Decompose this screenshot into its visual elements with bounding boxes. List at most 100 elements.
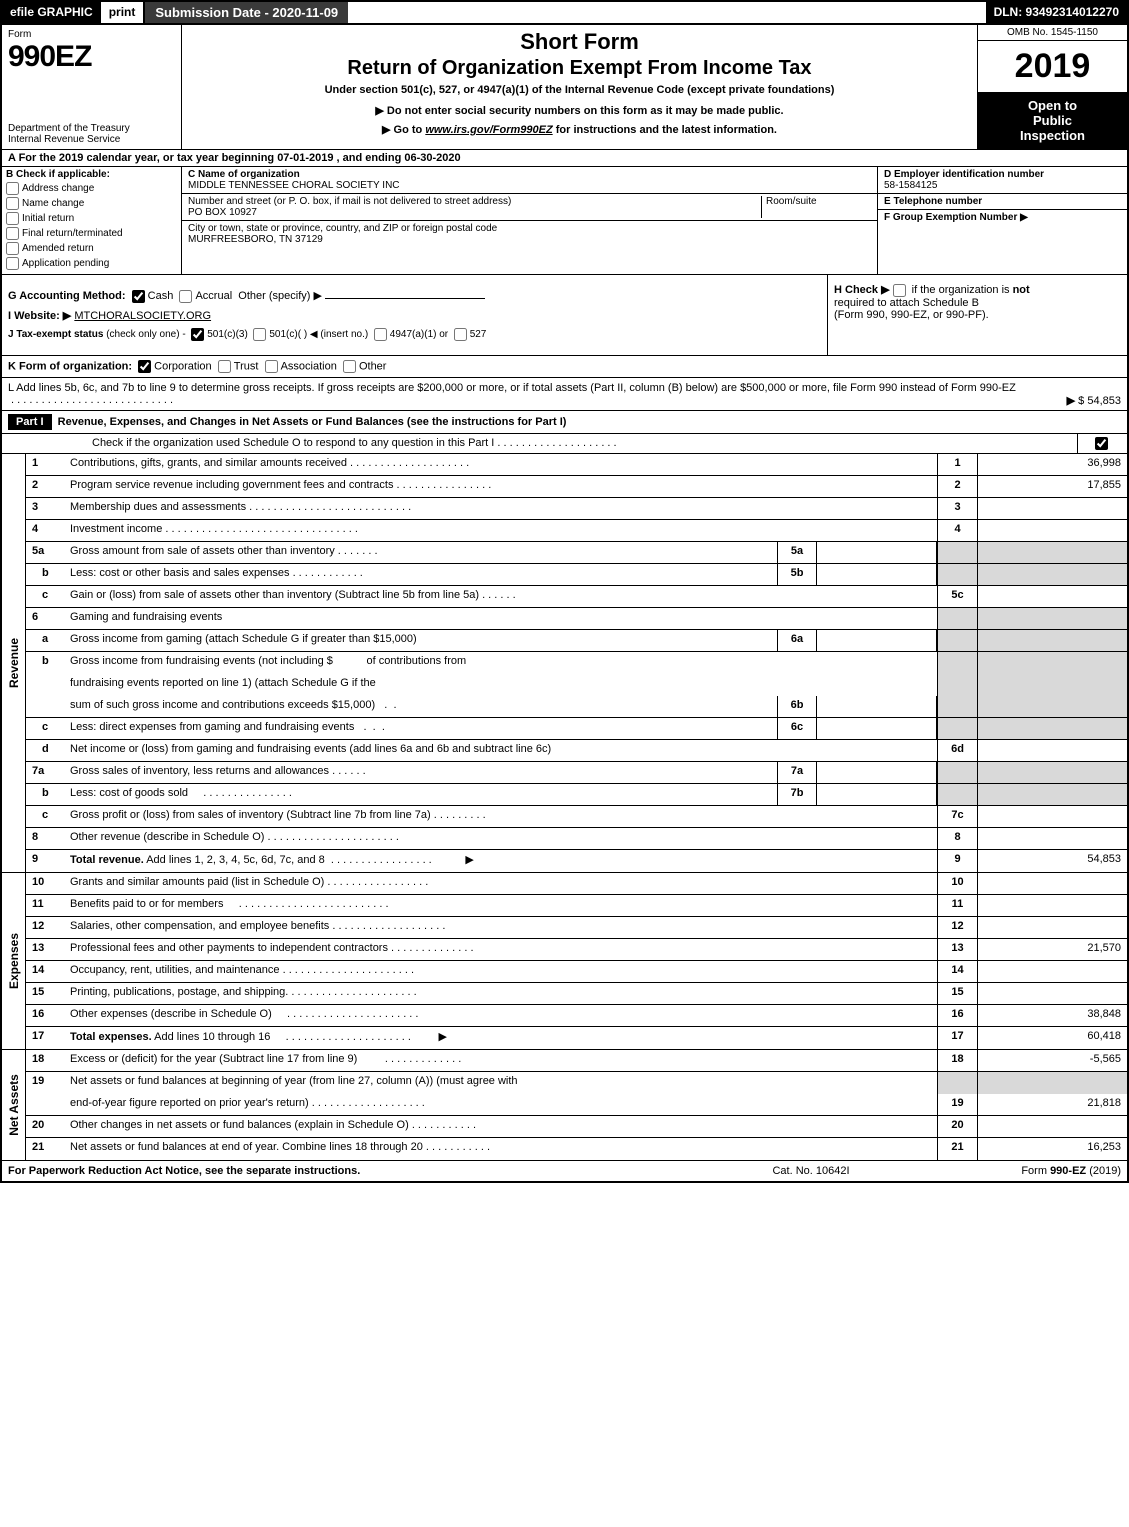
form-header: Form 990EZ Department of the Treasury In… [2, 25, 1127, 150]
r5a-ln-shade [937, 542, 977, 563]
j-527: 527 [470, 329, 487, 340]
h-txt1: if the organization is [912, 284, 1013, 296]
row-19-1: 19 Net assets or fund balances at beginn… [26, 1072, 1127, 1094]
row-k: K Form of organization: Corporation Trus… [2, 356, 1127, 378]
row-7c: c Gross profit or (loss) from sales of i… [26, 806, 1127, 828]
h-label: H Check ▶ [834, 284, 890, 296]
dept-line2: Internal Revenue Service [8, 134, 175, 145]
ghij-right: H Check ▶ if the organization is not req… [827, 275, 1127, 355]
cb-501c[interactable] [253, 328, 266, 341]
col-b-checkboxes: B Check if applicable: Address change Na… [2, 167, 182, 274]
r21-num: 21 [26, 1138, 66, 1160]
r5b-ln-shade [937, 564, 977, 585]
cb-4947[interactable] [374, 328, 387, 341]
r6b-sv [817, 696, 937, 717]
row-l: L Add lines 5b, 6c, and 7b to line 9 to … [2, 378, 1127, 411]
r7b-sv [817, 784, 937, 805]
r6a-desc: Gross income from gaming (attach Schedul… [66, 630, 777, 651]
goto-post: for instructions and the latest informat… [553, 124, 777, 136]
r16-num: 16 [26, 1005, 66, 1026]
j-501c3: 501(c)(3) [207, 329, 248, 340]
r19-ln-shade [937, 1072, 977, 1094]
cell-phone: E Telephone number [878, 194, 1127, 210]
row-20: 20 Other changes in net assets or fund b… [26, 1116, 1127, 1138]
r15-val [977, 983, 1127, 1004]
row-7a: 7a Gross sales of inventory, less return… [26, 762, 1127, 784]
r5b-num: b [26, 564, 66, 585]
r3-ln: 3 [937, 498, 977, 519]
block-ghij: G Accounting Method: Cash Accrual Other … [2, 275, 1127, 356]
r21-val: 16,253 [977, 1138, 1127, 1160]
j-label: J Tax-exempt status [8, 329, 103, 340]
revenue-section: Revenue 1 Contributions, gifts, grants, … [2, 454, 1127, 873]
r6d-ln: 6d [937, 740, 977, 761]
cb-final-return[interactable]: Final return/terminated [6, 227, 177, 240]
cb-corporation[interactable] [138, 360, 151, 373]
r18-val: -5,565 [977, 1050, 1127, 1071]
col-c-org-info: C Name of organization MIDDLE TENNESSEE … [182, 167, 877, 274]
cb-501c3[interactable] [191, 328, 204, 341]
org-name-value: MIDDLE TENNESSEE CHORAL SOCIETY INC [188, 180, 871, 191]
r17-val: 60,418 [977, 1027, 1127, 1049]
r11-ln: 11 [937, 895, 977, 916]
r6d-val [977, 740, 1127, 761]
cb-address-change[interactable]: Address change [6, 182, 177, 195]
cb-trust[interactable] [218, 360, 231, 373]
top-bar: efile GRAPHIC print Submission Date - 20… [2, 2, 1127, 25]
irs-link[interactable]: www.irs.gov/Form990EZ [425, 124, 552, 136]
r16-desc: Other expenses (describe in Schedule O) … [66, 1005, 937, 1026]
website-value[interactable]: MTCHORALSOCIETY.ORG [74, 310, 211, 322]
r6b-val-shade [977, 652, 1127, 674]
row-5c: c Gain or (loss) from sale of assets oth… [26, 586, 1127, 608]
cb-application-pending[interactable]: Application pending [6, 257, 177, 270]
r5a-sv [817, 542, 937, 563]
cell-org-name: C Name of organization MIDDLE TENNESSEE … [182, 167, 877, 194]
part1-header: Part I Revenue, Expenses, and Changes in… [2, 411, 1127, 434]
r10-val [977, 873, 1127, 894]
cb-cash[interactable] [132, 290, 145, 303]
b-title: B Check if applicable: [6, 169, 177, 180]
title-short-form: Short Form [188, 29, 971, 55]
cb-schedule-o-used[interactable] [1095, 437, 1108, 450]
l-text: L Add lines 5b, 6c, and 7b to line 9 to … [8, 382, 1016, 394]
r13-num: 13 [26, 939, 66, 960]
row-19-2: end-of-year figure reported on prior yea… [26, 1094, 1127, 1116]
cb-other[interactable] [343, 360, 356, 373]
k-corp: Corporation [154, 360, 211, 372]
cb-schedule-b[interactable] [893, 284, 906, 297]
r3-num: 3 [26, 498, 66, 519]
r8-val [977, 828, 1127, 849]
r19-desc1: Net assets or fund balances at beginning… [66, 1072, 937, 1094]
r12-val [977, 917, 1127, 938]
r6a-num: a [26, 630, 66, 651]
r7a-sn: 7a [777, 762, 817, 783]
r1-val: 36,998 [977, 454, 1127, 475]
print-button[interactable]: print [101, 2, 146, 23]
r8-num: 8 [26, 828, 66, 849]
row-6: 6 Gaming and fundraising events [26, 608, 1127, 630]
r6a-sv [817, 630, 937, 651]
r15-ln: 15 [937, 983, 977, 1004]
row-17: 17 Total expenses. Add lines 10 through … [26, 1027, 1127, 1049]
row-3: 3 Membership dues and assessments . . . … [26, 498, 1127, 520]
row-6b-1: b Gross income from fundraising events (… [26, 652, 1127, 674]
cb-name-change[interactable]: Name change [6, 197, 177, 210]
r9-num: 9 [26, 850, 66, 872]
cb-association[interactable] [265, 360, 278, 373]
cb-initial-return[interactable]: Initial return [6, 212, 177, 225]
subtitle: Under section 501(c), 527, or 4947(a)(1)… [188, 84, 971, 96]
r5b-sv [817, 564, 937, 585]
r7a-val-shade [977, 762, 1127, 783]
cb-amended-return[interactable]: Amended return [6, 242, 177, 255]
r6d-num: d [26, 740, 66, 761]
cb-527[interactable] [454, 328, 467, 341]
r14-num: 14 [26, 961, 66, 982]
row-7b: b Less: cost of goods sold . . . . . . .… [26, 784, 1127, 806]
r6-num: 6 [26, 608, 66, 629]
g-other: Other (specify) ▶ [238, 290, 322, 302]
cb-accrual[interactable] [179, 290, 192, 303]
r12-desc: Salaries, other compensation, and employ… [66, 917, 937, 938]
r7a-desc: Gross sales of inventory, less returns a… [66, 762, 777, 783]
part1-checkbox-cell [1077, 434, 1127, 453]
r5c-val [977, 586, 1127, 607]
